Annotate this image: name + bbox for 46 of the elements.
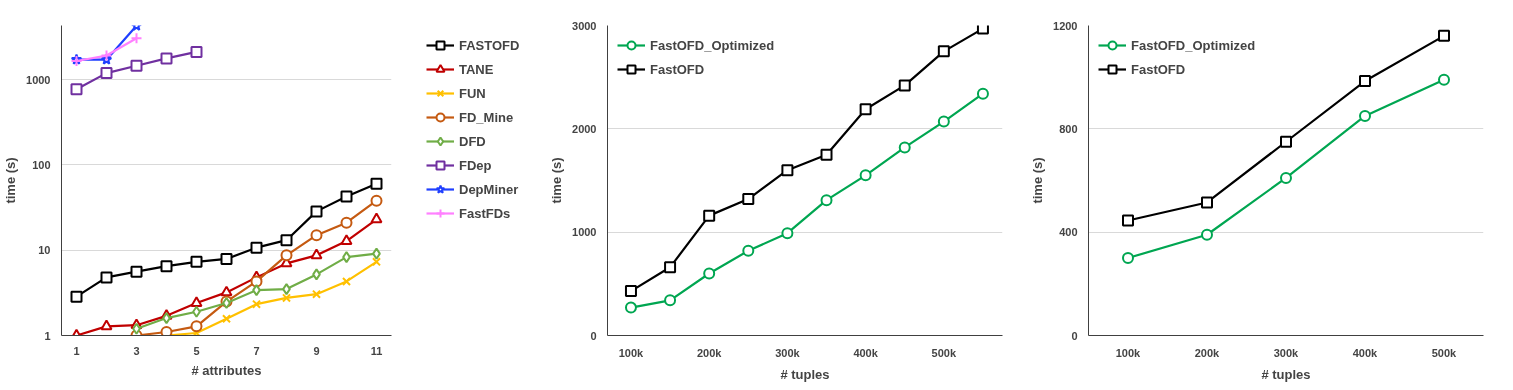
legend-label: FastOFD_Optimized <box>650 37 775 53</box>
x-tick-label: 5 <box>193 344 200 357</box>
x-tick-label: 300k <box>1273 346 1300 359</box>
y-tick-label: 2000 <box>572 122 597 135</box>
legend-label: FastFDs <box>459 205 511 221</box>
legend-label: FDep <box>459 157 492 173</box>
x-tick-label: 200k <box>696 346 723 359</box>
y-axis-title: time (s) <box>3 157 19 204</box>
x-axis-title: # tuples <box>1261 366 1311 382</box>
x-tick-label: 9 <box>313 344 320 357</box>
y-tick-label: 0 <box>590 329 597 342</box>
y-tick-label: 400 <box>1059 226 1078 239</box>
legend-label: DFD <box>459 133 486 149</box>
y-tick-label: 100 <box>32 158 51 171</box>
x-tick-label: 100k <box>1115 346 1142 359</box>
x-tick-label: 300k <box>775 346 801 359</box>
x-axis-title: # tuples <box>780 366 830 382</box>
y-tick-label: 1200 <box>1053 19 1078 32</box>
y-tick-label: 3000 <box>572 19 597 32</box>
legend-label: FastOFD <box>650 61 705 77</box>
legend-label: FASTOFD <box>459 37 520 53</box>
x-tick-label: 7 <box>253 344 260 357</box>
y-tick-label: 1 <box>44 329 51 342</box>
y-tick-label: 800 <box>1059 122 1078 135</box>
y-axis-title: time (s) <box>549 157 565 204</box>
x-tick-label: 200k <box>1194 346 1221 359</box>
y-axis-title: time (s) <box>1030 157 1046 204</box>
y-tick-label: 1000 <box>572 226 597 239</box>
legend-label: DepMiner <box>459 181 519 197</box>
y-tick-label: 10 <box>38 244 51 257</box>
legend-label: TANE <box>459 61 494 77</box>
legend-label: FUN <box>459 85 486 101</box>
y-tick-label: 0 <box>1071 329 1078 342</box>
x-axis-title: # attributes <box>191 362 262 378</box>
x-tick-label: 1 <box>73 344 80 357</box>
y-tick-label: 1000 <box>26 73 51 86</box>
legend-label: FastOFD_Optimized <box>1131 37 1256 53</box>
legend-label: FD_Mine <box>459 109 514 125</box>
x-tick-label: 400k <box>1352 346 1379 359</box>
x-tick-label: 3 <box>133 344 140 357</box>
x-tick-label: 11 <box>370 344 383 357</box>
legend-label: FastOFD <box>1131 61 1186 77</box>
x-tick-label: 500k <box>931 346 957 359</box>
x-tick-label: 100k <box>618 346 645 359</box>
x-tick-label: 500k <box>1431 346 1458 359</box>
x-tick-label: 400k <box>853 346 879 359</box>
